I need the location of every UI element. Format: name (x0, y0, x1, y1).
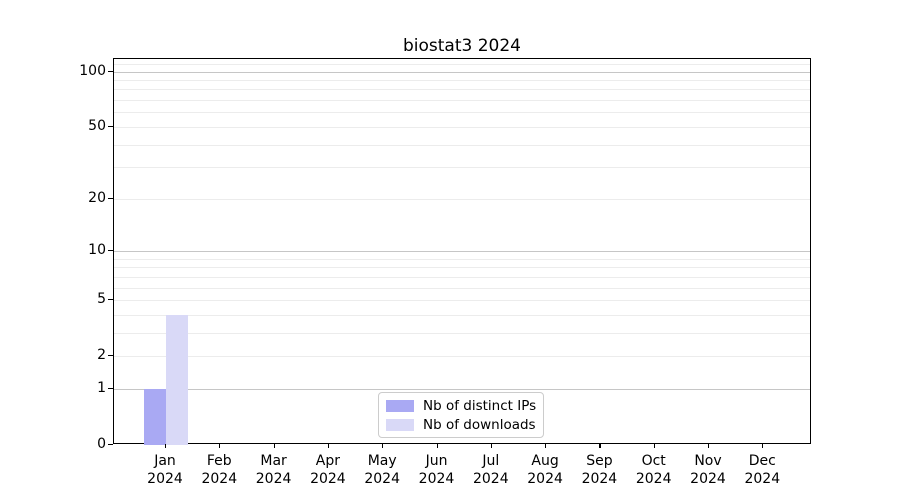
major-gridline (114, 388, 810, 390)
y-axis-tick (108, 197, 113, 199)
month-label: Jul (482, 453, 500, 469)
chart-title: biostat3 2024 (402, 36, 521, 56)
year-label: 2024 (147, 471, 183, 487)
y-axis-tick (108, 125, 113, 128)
bar-downloads-jan (166, 314, 188, 445)
month-label: Aug (531, 453, 559, 469)
legend-item-downloads: Nb of downloads (386, 416, 536, 433)
year-label: 2024 (418, 471, 455, 487)
y-axis-tick-label: 2 (97, 347, 106, 364)
y-axis-tick (108, 355, 113, 357)
x-axis-tick (599, 444, 601, 448)
bar-distinct-ips-jan (144, 388, 166, 445)
minor-gridline (114, 198, 810, 200)
x-axis-tick (165, 444, 167, 448)
x-axis-tick-label: Dec 2024 (727, 452, 797, 488)
year-label: 2024 (310, 471, 346, 487)
y-axis-tick-label: 0 (97, 436, 106, 452)
legend-label: Nb of distinct IPs (423, 397, 537, 414)
minor-gridline (114, 112, 810, 114)
minor-gridline (114, 167, 810, 169)
x-axis-tick (762, 444, 764, 448)
month-label: Sep (586, 453, 613, 469)
major-gridline (114, 251, 810, 252)
x-axis-tick (708, 444, 710, 448)
y-axis-tick-label: 10 (88, 242, 106, 258)
month-label: Jan (154, 453, 176, 469)
y-axis-tick-label: 50 (88, 117, 106, 134)
x-axis-tick-label: Jul 2024 (456, 452, 526, 488)
y-axis-tick (108, 250, 113, 252)
year-label: 2024 (527, 471, 563, 487)
minor-gridline (114, 89, 810, 91)
minor-gridline (114, 287, 810, 289)
y-axis-tick-label: 5 (97, 291, 106, 307)
minor-gridline (114, 276, 810, 278)
month-label: May (367, 453, 397, 469)
plot-area (113, 58, 811, 445)
month-label: Mar (260, 453, 287, 469)
minor-gridline (114, 126, 810, 128)
x-axis-tick-label: Apr 2024 (293, 452, 363, 488)
x-axis-tick-label: Oct 2024 (619, 452, 689, 488)
month-label: Dec (748, 453, 776, 469)
minor-gridline (114, 332, 810, 334)
x-axis-tick-label: May 2024 (347, 452, 417, 488)
x-axis-tick-label: Mar 2024 (239, 452, 309, 488)
year-label: 2024 (472, 471, 509, 487)
minor-gridline (114, 63, 810, 65)
x-axis-tick (219, 444, 221, 448)
y-axis-tick-label: 1 (97, 379, 106, 396)
y-axis-tick (108, 444, 113, 446)
month-label: Jun (425, 453, 448, 469)
year-label: 2024 (201, 471, 238, 487)
minor-gridline (114, 144, 810, 146)
month-label: Apr (315, 453, 340, 469)
year-label: 2024 (581, 471, 618, 487)
y-axis-tick (108, 299, 113, 301)
minor-gridline (114, 300, 810, 301)
x-axis-tick (382, 444, 384, 448)
x-axis-tick-label: Aug 2024 (510, 452, 580, 488)
y-axis-tick-label: 20 (88, 189, 106, 206)
x-axis-tick (327, 444, 330, 448)
year-label: 2024 (364, 471, 400, 487)
y-axis-tick (108, 387, 113, 390)
legend-swatch-downloads (386, 418, 414, 431)
legend-swatch-distinct-ips (386, 399, 414, 412)
x-axis-tick-label: Sep 2024 (564, 452, 634, 488)
major-gridline (114, 71, 810, 73)
minor-gridline (114, 356, 810, 358)
minor-gridline (114, 80, 810, 81)
minor-gridline (114, 314, 810, 316)
x-axis-tick-label: Feb 2024 (184, 452, 254, 488)
legend-label: Nb of downloads (423, 416, 536, 433)
month-label: Feb (206, 453, 232, 469)
month-label: Oct (641, 453, 666, 469)
year-label: 2024 (744, 471, 781, 487)
x-axis-tick (545, 444, 547, 448)
x-axis-tick (273, 444, 275, 448)
y-axis-tick-label: 100 (79, 62, 106, 79)
year-label: 2024 (635, 471, 672, 487)
year-label: 2024 (690, 471, 726, 487)
month-label: Nov (694, 453, 722, 469)
legend: Nb of distinct IPs Nb of downloads (378, 392, 544, 438)
minor-gridline (114, 100, 810, 102)
x-axis-tick-label: Jun 2024 (402, 452, 472, 488)
x-axis-tick-label: Jan 2024 (130, 452, 200, 488)
legend-item-distinct-ips: Nb of distinct IPs (386, 397, 537, 414)
year-label: 2024 (255, 471, 292, 487)
minor-gridline (114, 258, 810, 260)
x-axis-tick (490, 444, 492, 448)
y-axis-tick (108, 70, 113, 72)
x-axis-tick (436, 444, 438, 448)
x-axis-tick-label: Nov 2024 (673, 452, 743, 488)
x-axis-tick (653, 444, 655, 448)
minor-gridline (114, 267, 810, 269)
